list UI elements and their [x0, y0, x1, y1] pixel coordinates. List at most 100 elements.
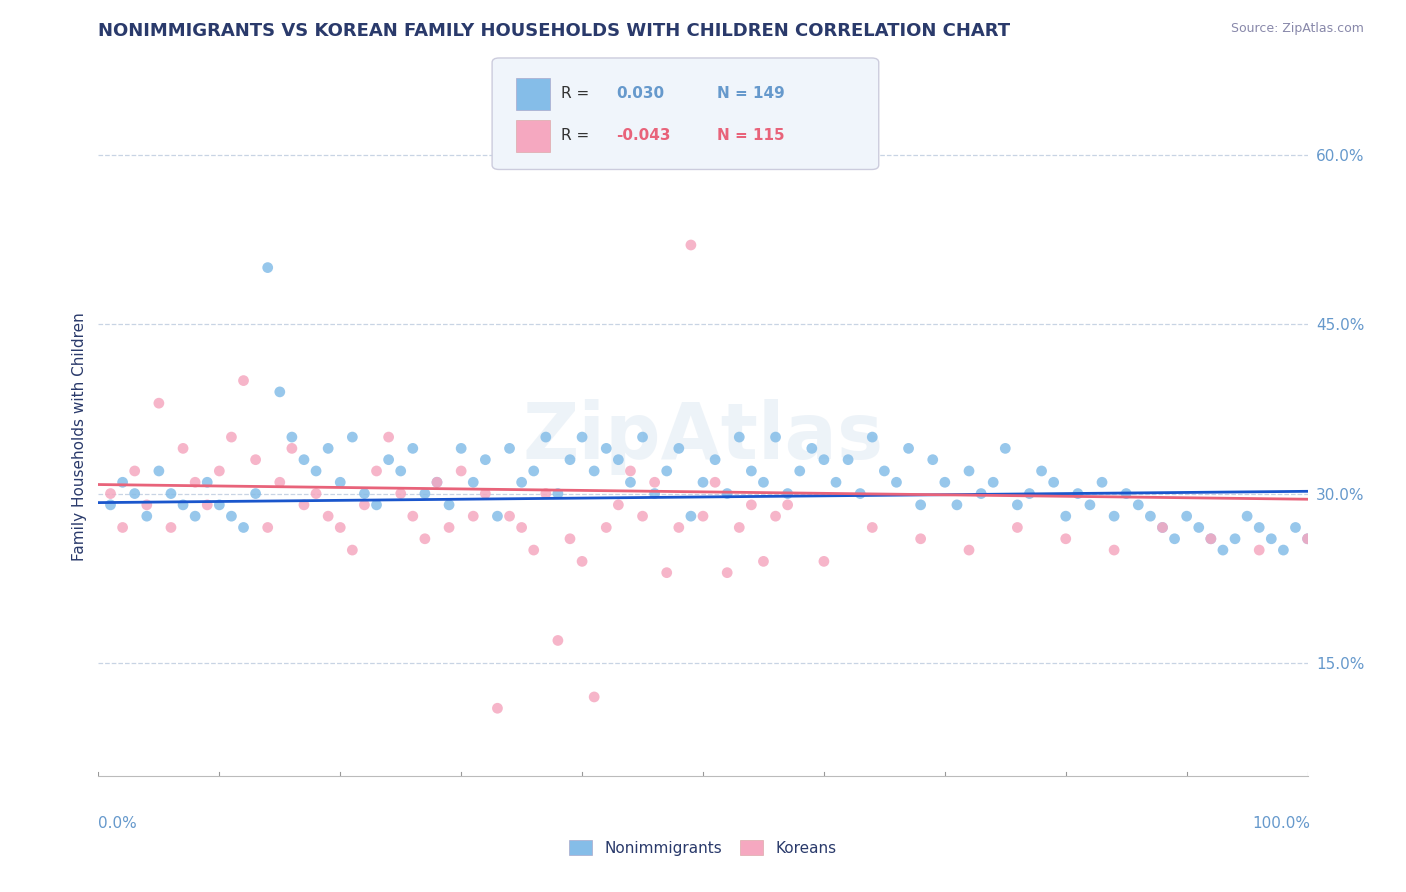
Point — [486, 701, 509, 715]
Point — [498, 509, 520, 524]
Point — [281, 442, 304, 456]
Point — [631, 509, 654, 524]
Point — [571, 554, 593, 568]
Point — [474, 452, 496, 467]
Point — [124, 464, 146, 478]
Point — [100, 498, 122, 512]
Point — [148, 396, 170, 410]
Point — [534, 486, 557, 500]
Point — [1296, 532, 1319, 546]
Text: Source: ZipAtlas.com: Source: ZipAtlas.com — [1230, 22, 1364, 36]
Point — [1152, 520, 1174, 534]
Point — [1007, 520, 1029, 534]
Point — [704, 475, 727, 490]
Point — [510, 475, 533, 490]
Text: 100.0%: 100.0% — [1253, 816, 1310, 830]
Point — [765, 430, 787, 444]
Point — [607, 498, 630, 512]
Point — [860, 430, 883, 444]
Point — [1078, 498, 1101, 512]
Point — [172, 498, 194, 512]
Point — [402, 442, 425, 456]
Point — [256, 520, 278, 534]
Point — [1139, 509, 1161, 524]
Point — [1091, 475, 1114, 490]
Point — [316, 442, 339, 456]
Point — [946, 498, 969, 512]
Point — [366, 498, 388, 512]
Point — [208, 498, 231, 512]
Point — [776, 486, 799, 500]
Point — [607, 452, 630, 467]
Point — [619, 475, 641, 490]
Point — [232, 374, 254, 388]
Point — [389, 486, 412, 500]
Point — [486, 509, 509, 524]
Point — [1212, 543, 1234, 558]
Point — [329, 520, 352, 534]
Point — [860, 520, 883, 534]
Point — [765, 509, 787, 524]
Point — [1007, 498, 1029, 512]
Point — [934, 475, 956, 490]
Point — [316, 509, 339, 524]
Point — [1188, 520, 1211, 534]
Point — [728, 430, 751, 444]
Point — [679, 509, 702, 524]
Point — [1236, 509, 1258, 524]
Point — [583, 690, 606, 704]
Point — [558, 532, 581, 546]
Point — [716, 566, 738, 580]
Point — [921, 452, 943, 467]
Point — [124, 486, 146, 500]
Point — [547, 486, 569, 500]
Point — [1284, 520, 1306, 534]
Point — [305, 464, 328, 478]
Point — [547, 633, 569, 648]
Point — [970, 486, 993, 500]
Point — [668, 442, 690, 456]
Point — [728, 520, 751, 534]
Point — [232, 520, 254, 534]
Point — [716, 486, 738, 500]
Point — [413, 532, 436, 546]
Point — [534, 430, 557, 444]
Point — [704, 452, 727, 467]
Point — [1054, 509, 1077, 524]
Point — [740, 464, 762, 478]
Point — [825, 475, 848, 490]
Point — [873, 464, 896, 478]
Point — [1115, 486, 1137, 500]
Point — [377, 452, 399, 467]
Point — [1067, 486, 1090, 500]
Point — [1128, 498, 1150, 512]
Text: 0.030: 0.030 — [616, 87, 664, 101]
Point — [342, 430, 364, 444]
Text: R =: R = — [561, 128, 589, 143]
Point — [1272, 543, 1295, 558]
Point — [305, 486, 328, 500]
Point — [800, 442, 823, 456]
Point — [1175, 509, 1198, 524]
Point — [413, 486, 436, 500]
Point — [981, 475, 1004, 490]
Point — [437, 498, 460, 512]
Point — [692, 475, 714, 490]
Point — [1042, 475, 1064, 490]
Point — [474, 486, 496, 500]
Point — [1054, 532, 1077, 546]
Point — [389, 464, 412, 478]
Text: -0.043: -0.043 — [616, 128, 671, 143]
Point — [692, 509, 714, 524]
Point — [450, 464, 472, 478]
Point — [342, 543, 364, 558]
Point — [886, 475, 908, 490]
Point — [910, 498, 932, 512]
Point — [957, 464, 980, 478]
Point — [100, 486, 122, 500]
Point — [450, 442, 472, 456]
Point — [172, 442, 194, 456]
Point — [221, 509, 243, 524]
Point — [1031, 464, 1053, 478]
Point — [292, 498, 315, 512]
